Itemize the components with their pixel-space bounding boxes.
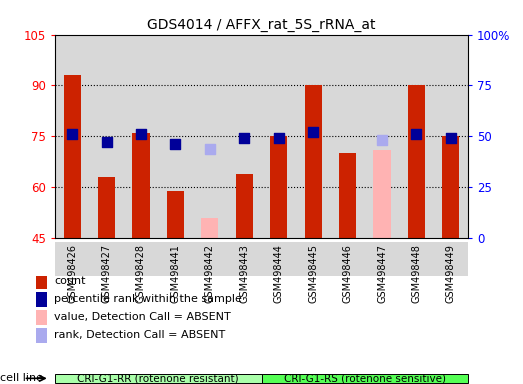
Text: percentile rank within the sample: percentile rank within the sample xyxy=(54,294,242,304)
Bar xyxy=(158,35,192,238)
Bar xyxy=(304,86,322,238)
Bar xyxy=(262,242,296,276)
Text: GSM498441: GSM498441 xyxy=(170,244,180,303)
Bar xyxy=(63,75,81,238)
Bar xyxy=(36,292,48,307)
Text: GSM498448: GSM498448 xyxy=(412,244,422,303)
Text: CRI-G1-RR (rotenone resistant): CRI-G1-RR (rotenone resistant) xyxy=(77,373,239,383)
Bar xyxy=(55,374,262,383)
Text: GSM498427: GSM498427 xyxy=(101,244,111,303)
Point xyxy=(447,135,455,141)
Bar xyxy=(36,310,48,325)
Text: GSM498442: GSM498442 xyxy=(205,244,215,303)
Text: GSM498449: GSM498449 xyxy=(446,244,456,303)
Bar xyxy=(192,242,227,276)
Bar xyxy=(192,35,227,238)
Bar xyxy=(442,136,460,238)
Bar xyxy=(331,35,365,238)
Bar xyxy=(262,374,468,383)
Bar xyxy=(262,35,296,238)
Point xyxy=(171,141,179,147)
Bar xyxy=(55,242,89,276)
Bar xyxy=(227,242,262,276)
Bar xyxy=(434,242,468,276)
Bar xyxy=(124,35,158,238)
Bar xyxy=(227,35,262,238)
Bar xyxy=(132,133,150,238)
Text: value, Detection Call = ABSENT: value, Detection Call = ABSENT xyxy=(54,312,231,322)
Bar xyxy=(236,174,253,238)
Bar xyxy=(296,242,331,276)
Title: GDS4014 / AFFX_rat_5S_rRNA_at: GDS4014 / AFFX_rat_5S_rRNA_at xyxy=(147,18,376,32)
Bar xyxy=(89,35,124,238)
Text: GSM498444: GSM498444 xyxy=(274,244,283,303)
Bar xyxy=(36,328,48,343)
Bar xyxy=(270,136,287,238)
Point xyxy=(68,131,76,137)
Point xyxy=(103,139,111,146)
Bar xyxy=(167,190,184,238)
Bar xyxy=(373,150,391,238)
Text: GSM498445: GSM498445 xyxy=(308,244,318,303)
Point xyxy=(206,146,214,152)
Bar xyxy=(201,218,219,238)
Point xyxy=(137,131,145,137)
Bar xyxy=(408,86,425,238)
Bar xyxy=(89,242,124,276)
Text: GSM498428: GSM498428 xyxy=(136,244,146,303)
Bar xyxy=(124,242,158,276)
Text: GSM498426: GSM498426 xyxy=(67,244,77,303)
Bar xyxy=(339,153,356,238)
Text: GSM498443: GSM498443 xyxy=(240,244,249,303)
Text: rank, Detection Call = ABSENT: rank, Detection Call = ABSENT xyxy=(54,330,225,340)
Point xyxy=(412,131,420,137)
Point xyxy=(309,129,317,135)
Bar xyxy=(399,35,434,238)
Bar xyxy=(36,274,48,289)
Bar xyxy=(158,242,192,276)
Bar xyxy=(331,242,365,276)
Text: GSM498447: GSM498447 xyxy=(377,244,387,303)
Text: CRI-G1-RS (rotenone sensitive): CRI-G1-RS (rotenone sensitive) xyxy=(284,373,446,383)
Bar xyxy=(365,35,399,238)
Point xyxy=(275,135,283,141)
Point xyxy=(378,137,386,144)
Bar xyxy=(296,35,331,238)
Bar xyxy=(365,242,399,276)
Text: cell line: cell line xyxy=(0,373,47,383)
Text: GSM498446: GSM498446 xyxy=(343,244,353,303)
Bar xyxy=(434,35,468,238)
Bar xyxy=(55,35,89,238)
Point xyxy=(240,135,248,141)
Bar xyxy=(98,177,115,238)
Text: count: count xyxy=(54,276,86,286)
Bar xyxy=(399,242,434,276)
